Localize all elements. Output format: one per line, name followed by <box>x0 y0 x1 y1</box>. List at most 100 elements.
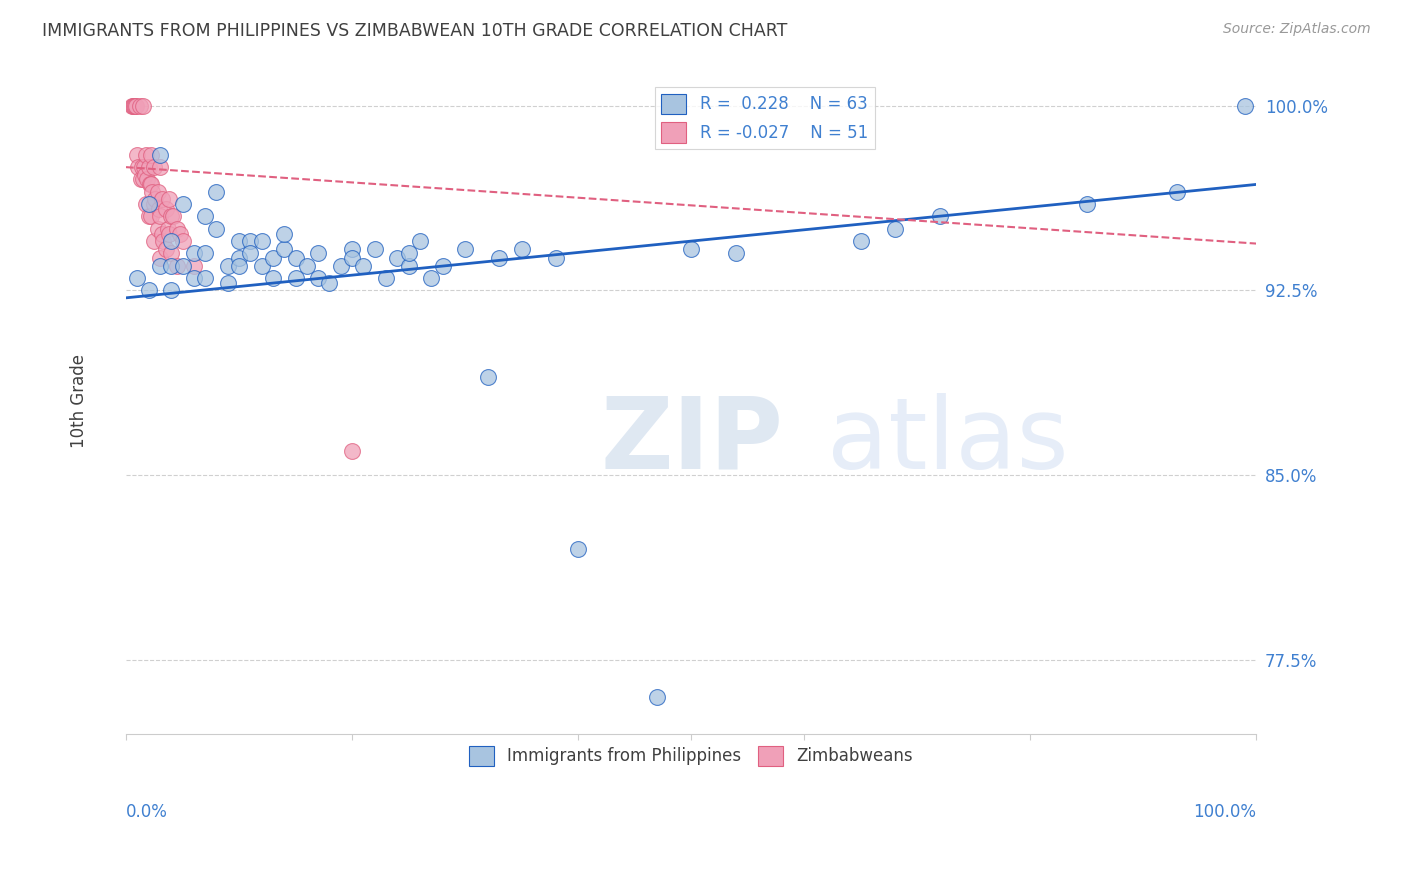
Point <box>160 210 183 224</box>
Point <box>172 197 194 211</box>
Point <box>340 242 363 256</box>
Point <box>363 242 385 256</box>
Point <box>205 185 228 199</box>
Point <box>138 210 160 224</box>
Point <box>477 369 499 384</box>
Point <box>849 234 872 248</box>
Legend: Immigrants from Philippines, Zimbabweans: Immigrants from Philippines, Zimbabweans <box>463 739 920 772</box>
Point <box>183 259 205 273</box>
Point <box>141 185 163 199</box>
Point <box>127 160 149 174</box>
Point <box>135 197 157 211</box>
Point <box>166 259 188 273</box>
Point <box>146 185 169 199</box>
Point <box>194 210 217 224</box>
Point <box>134 168 156 182</box>
Point <box>883 221 905 235</box>
Point <box>307 271 329 285</box>
Point <box>510 242 533 256</box>
Point <box>284 252 307 266</box>
Point <box>138 284 160 298</box>
Point <box>162 210 184 224</box>
Point <box>166 221 188 235</box>
Point <box>149 148 172 162</box>
Point <box>138 197 160 211</box>
Point <box>139 178 162 192</box>
Point <box>295 259 318 273</box>
Point <box>273 227 295 241</box>
Point <box>239 234 262 248</box>
Point <box>122 98 145 112</box>
Point <box>132 98 155 112</box>
Point <box>148 202 170 216</box>
Point <box>156 221 179 235</box>
Point <box>329 259 352 273</box>
Point <box>150 192 173 206</box>
Point <box>567 542 589 557</box>
Point <box>121 98 143 112</box>
Point <box>340 443 363 458</box>
Point <box>127 271 149 285</box>
Point <box>928 210 950 224</box>
Text: 0.0%: 0.0% <box>127 804 167 822</box>
Point <box>194 271 217 285</box>
Point <box>149 252 172 266</box>
Point <box>139 210 162 224</box>
Point <box>132 172 155 186</box>
Point <box>228 252 250 266</box>
Point <box>155 242 177 256</box>
Point <box>157 192 180 206</box>
Point <box>172 234 194 248</box>
Point <box>273 242 295 256</box>
Point <box>183 246 205 260</box>
Point <box>129 172 152 186</box>
Point <box>143 197 166 211</box>
Point <box>217 259 239 273</box>
Point <box>544 252 567 266</box>
Point <box>135 148 157 162</box>
Point <box>375 271 398 285</box>
Point <box>145 192 167 206</box>
Point <box>143 234 166 248</box>
Point <box>132 160 155 174</box>
Point <box>488 252 510 266</box>
Point <box>124 98 146 112</box>
Point <box>420 271 443 285</box>
Point <box>127 148 149 162</box>
Point <box>228 234 250 248</box>
Point <box>1076 197 1098 211</box>
Point <box>250 234 273 248</box>
Point <box>143 160 166 174</box>
Point <box>250 259 273 273</box>
Point <box>155 202 177 216</box>
Point <box>160 234 183 248</box>
Point <box>172 259 194 273</box>
Point <box>1166 185 1188 199</box>
Point <box>262 252 284 266</box>
Text: IMMIGRANTS FROM PHILIPPINES VS ZIMBABWEAN 10TH GRADE CORRELATION CHART: IMMIGRANTS FROM PHILIPPINES VS ZIMBABWEA… <box>42 22 787 40</box>
Text: 10th Grade: 10th Grade <box>69 354 87 449</box>
Point <box>217 276 239 290</box>
Point <box>160 259 183 273</box>
Point <box>136 172 159 186</box>
Text: 100.0%: 100.0% <box>1194 804 1257 822</box>
Point <box>318 276 340 290</box>
Point <box>262 271 284 285</box>
Point <box>284 271 307 285</box>
Point <box>138 160 160 174</box>
Point <box>725 246 748 260</box>
Point <box>157 227 180 241</box>
Point <box>1234 98 1257 112</box>
Point <box>125 98 148 112</box>
Point <box>352 259 374 273</box>
Point <box>149 259 172 273</box>
Text: Source: ZipAtlas.com: Source: ZipAtlas.com <box>1223 22 1371 37</box>
Point <box>149 160 172 174</box>
Text: atlas: atlas <box>827 392 1069 490</box>
Point <box>409 234 432 248</box>
Point <box>239 246 262 260</box>
Point <box>146 221 169 235</box>
Point <box>205 221 228 235</box>
Point <box>398 246 420 260</box>
Point <box>131 160 153 174</box>
